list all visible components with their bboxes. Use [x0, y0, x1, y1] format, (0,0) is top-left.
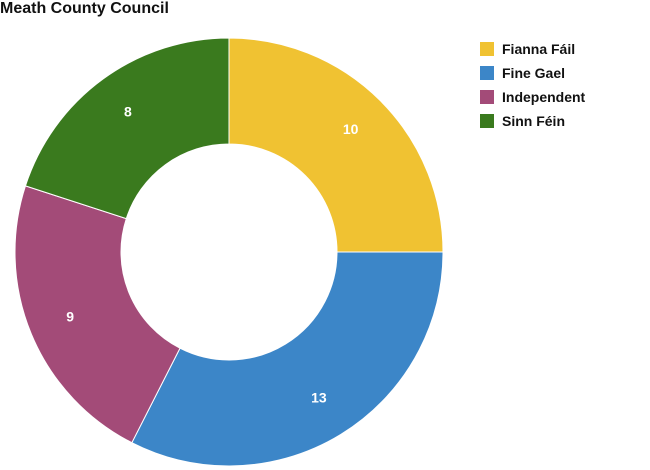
legend-item-fine-gael: Fine Gael	[480, 61, 585, 85]
slice-label-independent: 9	[66, 309, 74, 325]
slice-labels-group: 10 13 9 8	[66, 104, 358, 406]
legend-swatch	[480, 114, 494, 128]
legend-label: Independent	[502, 89, 586, 105]
legend-item-independent: Independent	[480, 85, 585, 109]
legend-item-sinn-fein: Sinn Féin	[480, 109, 585, 133]
slice-independent	[14, 185, 181, 444]
slice-sinn-fein	[24, 37, 230, 220]
slice-fine-gael	[131, 251, 444, 467]
legend-swatch	[480, 66, 494, 80]
slices-group	[14, 37, 444, 467]
legend-label: Fianna Fáil	[502, 41, 576, 57]
legend-swatch	[480, 42, 494, 56]
slice-label-fine-gael: 13	[311, 389, 327, 405]
slice-label-sinn-fein: 8	[124, 104, 132, 120]
legend: Fianna Fáil Fine Gael Independent Sinn Féin	[480, 37, 585, 133]
legend-item-fianna-fail: Fianna Fáil	[480, 37, 585, 61]
legend-label: Sinn Féin	[502, 113, 565, 129]
slice-label-fianna-fail: 10	[343, 121, 359, 137]
legend-label: Fine Gael	[502, 65, 566, 81]
slice-fianna-fail	[228, 37, 444, 253]
legend-swatch	[480, 90, 494, 104]
chart-title: Meath County Council	[0, 0, 169, 17]
